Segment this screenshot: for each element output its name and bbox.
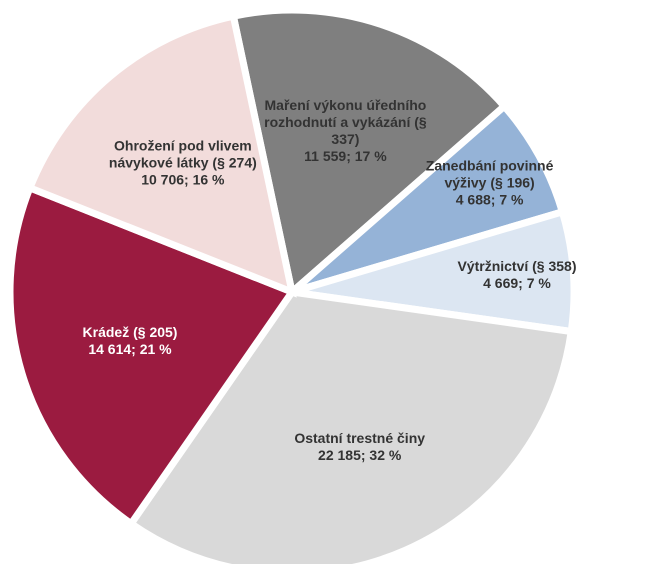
pie-slice xyxy=(25,12,297,298)
category-label: Zanedbání povinné výživy (§ 196) xyxy=(425,157,554,191)
slice-label: Ostatní trestné činy 22 185; 32 % xyxy=(275,430,445,464)
category-label: Ostatní trestné činy xyxy=(294,430,426,447)
value-label: 14 614; 21 % xyxy=(88,340,172,357)
pie-slice xyxy=(126,288,576,564)
category-label: Krádež (§ 205) xyxy=(82,323,178,340)
pie-slice xyxy=(229,6,510,299)
slice-label: Zanedbání povinné výživy (§ 196) 4 688; 7… xyxy=(425,158,555,209)
slice-label: Maření výkonu úředního rozhodnutí a vyká… xyxy=(260,97,430,165)
value-label: 4 669; 7 % xyxy=(483,275,551,292)
value-label: 10 706; 16 % xyxy=(141,171,225,188)
value-label: 4 688; 7 % xyxy=(455,191,524,208)
value-label: 11 559; 17 % xyxy=(304,148,387,165)
slice-label: Výtržnictví (§ 358) 4 669; 7 % xyxy=(452,258,582,292)
category-label: Ohrožení pod vlivem návykové látky (§ 27… xyxy=(108,137,257,171)
pie-slice xyxy=(6,183,298,529)
category-label: Výtržnictví (§ 358) xyxy=(457,258,577,275)
slice-label: Ohrožení pod vlivem návykové látky (§ 27… xyxy=(98,137,268,188)
category-label: Maření výkonu úředního rozhodnutí a vyká… xyxy=(264,97,427,148)
slice-label: Krádež (§ 205) 14 614; 21 % xyxy=(45,324,215,358)
value-label: 22 185; 32 % xyxy=(318,447,402,464)
